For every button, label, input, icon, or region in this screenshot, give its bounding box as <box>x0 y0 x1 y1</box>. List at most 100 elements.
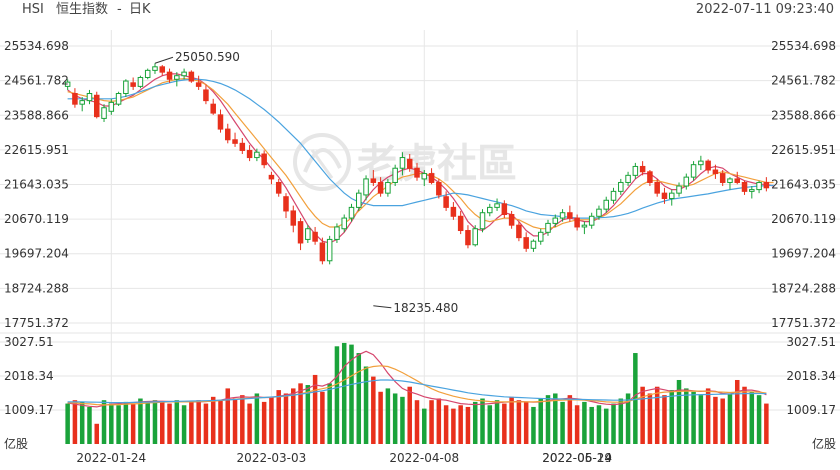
candlestick <box>698 155 704 171</box>
volume-bar <box>232 398 238 444</box>
volume-axis-label-right: 2018.34 <box>786 369 836 383</box>
date-axis-label: 2022-03-03 <box>237 451 307 465</box>
candle-body <box>523 237 529 249</box>
candlestick <box>763 177 770 192</box>
candle-body <box>734 178 741 183</box>
candle-body <box>487 206 493 214</box>
volume-bar <box>385 388 391 444</box>
volume-unit-label-right: 亿股 <box>812 436 836 451</box>
candlestick <box>676 182 682 197</box>
candle-body <box>698 160 704 166</box>
candlestick <box>210 98 216 115</box>
volume-bar <box>684 388 689 444</box>
candlestick <box>86 89 93 105</box>
candlestick <box>348 203 355 222</box>
candle-body <box>494 203 500 208</box>
candle-body <box>319 242 326 262</box>
candle-body <box>210 103 216 114</box>
candle-body <box>261 153 267 166</box>
date-axis-label: 2022-05-19 <box>542 451 612 465</box>
axes: 25534.698 25534.698 24561.782 24561.782 2358… <box>4 39 836 465</box>
price-annotations: 25050.590 18235.480 <box>154 50 458 315</box>
candlestick <box>581 221 588 235</box>
volume-bar <box>240 395 245 444</box>
candlestick <box>115 91 122 106</box>
candle-body <box>421 173 428 180</box>
volume-axis-label-right: 3027.51 <box>786 335 836 349</box>
volume-bar <box>356 353 362 444</box>
candlestick <box>225 123 231 144</box>
candle-body <box>326 238 333 262</box>
price-ma-line-3 <box>67 78 774 219</box>
volume-bar <box>589 406 594 444</box>
candlestick <box>290 205 297 233</box>
candle-body <box>115 93 122 105</box>
price-axis-label-left: 22615.951 <box>4 143 69 157</box>
price-axis-label-left: 24561.782 <box>4 74 69 88</box>
volume-bar <box>429 400 434 444</box>
volume-bar <box>218 400 223 444</box>
volume-bar <box>560 401 565 444</box>
volume-bar <box>254 393 260 444</box>
candle-body <box>625 174 631 183</box>
period-separator: - <box>117 2 122 17</box>
period-label: 日K <box>129 2 151 17</box>
annotation-label: 25050.590 <box>175 50 240 64</box>
candlestick <box>123 79 129 98</box>
candlestick <box>472 225 478 247</box>
volume-bar <box>698 395 704 444</box>
volume-bar <box>87 406 92 444</box>
volume-bar <box>203 403 209 444</box>
candle-body <box>450 206 457 217</box>
volume-bar <box>494 400 500 444</box>
volume-bar <box>640 386 645 444</box>
volume-bar <box>465 406 471 444</box>
candlestick <box>312 226 318 245</box>
candle-body <box>705 160 711 171</box>
candle-body <box>290 210 297 226</box>
volume-bar <box>160 401 165 444</box>
candle-body <box>596 208 602 217</box>
candle-body <box>537 231 544 242</box>
candlestick <box>64 79 71 90</box>
candlestick <box>457 210 464 235</box>
volume-bar <box>210 396 216 444</box>
candle-body <box>363 178 369 196</box>
candlestick <box>428 168 435 185</box>
price-axis-label-left: 17751.372 <box>4 316 69 330</box>
volume-bar <box>225 388 231 444</box>
volume-axis-label-left: 1009.17 <box>4 403 54 417</box>
price-axis-label-left: 21643.035 <box>4 178 69 192</box>
volume-bars <box>65 342 769 444</box>
candlestick <box>101 104 107 122</box>
candlestick <box>93 91 100 119</box>
candlestick <box>268 171 275 185</box>
volume-bar <box>276 390 281 444</box>
index-name-label: 恒生指数 <box>56 2 108 17</box>
candle-body <box>188 71 195 82</box>
volume-bar <box>480 398 485 444</box>
volume-bar <box>625 393 631 444</box>
candle-body <box>639 165 646 173</box>
date-axis-label: 2022-04-08 <box>389 451 459 465</box>
candlestick <box>559 209 566 222</box>
candlestick <box>508 210 515 229</box>
volume-bar <box>349 344 354 444</box>
volume-bar <box>553 393 558 444</box>
candle-body <box>676 185 682 194</box>
candlestick <box>603 196 609 213</box>
volume-bar <box>582 401 587 444</box>
candle-body <box>457 215 464 232</box>
candlestick <box>283 193 289 219</box>
volume-bar <box>647 393 653 444</box>
volume-bar <box>269 396 274 444</box>
candle-body <box>756 181 762 191</box>
candle-body <box>501 203 508 216</box>
candlestick <box>618 178 624 195</box>
candlestick <box>654 178 660 197</box>
candlestick <box>414 162 420 181</box>
candlestick <box>399 152 406 176</box>
timestamp-label: 2022-07-11 09:23:40 <box>696 2 834 17</box>
volume-bar <box>94 423 100 444</box>
candlestick <box>79 97 85 112</box>
